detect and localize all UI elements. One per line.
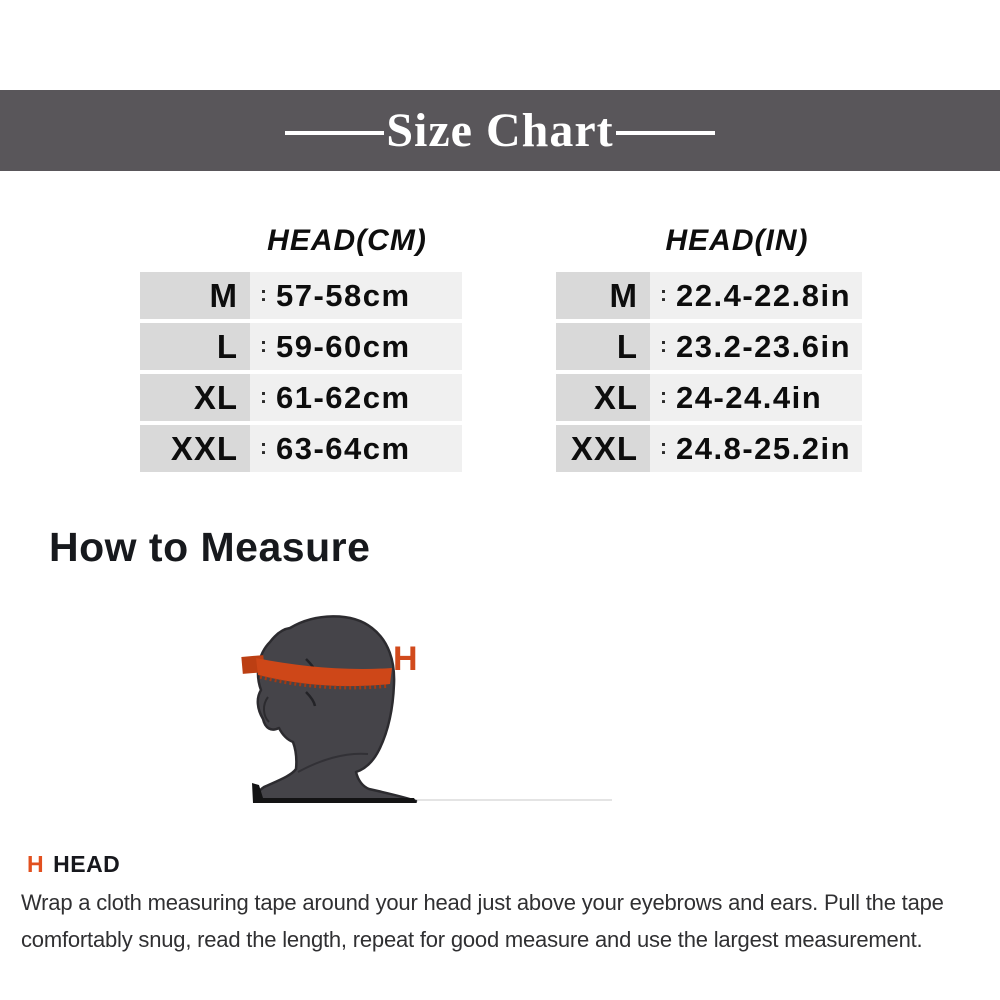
- colon: :: [660, 282, 667, 306]
- value-cell: : 59-60cm: [250, 323, 462, 370]
- page-title: Size Chart: [386, 103, 614, 157]
- head-legend: H HEAD: [27, 851, 120, 878]
- value-cell: : 57-58cm: [250, 272, 462, 319]
- size-value: 24.8-25.2in: [676, 430, 852, 466]
- instruction-line: comfortably snug, read the length, repea…: [21, 927, 923, 952]
- size-value: 24-24.4in: [676, 379, 823, 415]
- size-label-cell: M: [140, 272, 250, 319]
- ear-line: [263, 696, 270, 723]
- neck-crease-line: [297, 752, 369, 773]
- size-label-cell: L: [140, 323, 250, 370]
- colon: :: [660, 384, 667, 408]
- value-cell: : 24-24.4in: [650, 374, 862, 421]
- table-row: L : 59-60cm: [140, 323, 462, 370]
- hair-line: [305, 691, 317, 707]
- value-cell: : 22.4-22.8in: [650, 272, 862, 319]
- size-value: 59-60cm: [276, 328, 411, 364]
- size-value: 23.2-23.6in: [676, 328, 852, 364]
- legend-word-head: HEAD: [53, 851, 121, 877]
- colon: :: [260, 282, 267, 306]
- size-label-cell: XL: [556, 374, 650, 421]
- size-value: 63-64cm: [276, 430, 411, 466]
- value-cell: : 63-64cm: [250, 425, 462, 472]
- table-header-in: HEAD(IN): [665, 224, 809, 257]
- colon: :: [660, 333, 667, 357]
- size-table-in: M : 22.4-22.8in L : 23.2-23.6in XL : 24-…: [556, 272, 862, 472]
- legend-letter-h: H: [27, 851, 45, 877]
- banner: Size Chart: [0, 90, 1000, 171]
- colon: :: [260, 333, 267, 357]
- table-row: L : 23.2-23.6in: [556, 323, 862, 370]
- table-row: M : 22.4-22.8in: [556, 272, 862, 319]
- table-row: XXL : 24.8-25.2in: [556, 425, 862, 472]
- title-dash-left: [285, 130, 385, 135]
- value-cell: : 61-62cm: [250, 374, 462, 421]
- size-table-cm: M : 57-58cm L : 59-60cm XL : 61-62cm XXL…: [140, 272, 462, 472]
- size-label-cell: XXL: [556, 425, 650, 472]
- size-label-cell: XL: [140, 374, 250, 421]
- table-row: XXL : 63-64cm: [140, 425, 462, 472]
- shoulder-base-shadow: [252, 783, 417, 803]
- instruction-line: Wrap a cloth measuring tape around your …: [21, 890, 944, 915]
- table-header-cm: HEAD(CM): [267, 224, 427, 257]
- size-value: 22.4-22.8in: [676, 277, 852, 313]
- table-row: XL : 61-62cm: [140, 374, 462, 421]
- size-value: 61-62cm: [276, 379, 411, 415]
- size-label-cell: XXL: [140, 425, 250, 472]
- measuring-tape: [256, 658, 392, 687]
- table-row: M : 57-58cm: [140, 272, 462, 319]
- value-cell: : 23.2-23.6in: [650, 323, 862, 370]
- size-label-cell: L: [556, 323, 650, 370]
- instruction-paragraph: Wrap a cloth measuring tape around your …: [21, 884, 996, 958]
- size-label-cell: M: [556, 272, 650, 319]
- colon: :: [260, 435, 267, 459]
- colon: :: [660, 435, 667, 459]
- table-row: XL : 24-24.4in: [556, 374, 862, 421]
- head-silhouette: [255, 615, 418, 803]
- value-cell: : 24.8-25.2in: [650, 425, 862, 472]
- size-value: 57-58cm: [276, 277, 411, 313]
- colon: :: [260, 384, 267, 408]
- how-to-measure-heading: How to Measure: [49, 524, 371, 570]
- title-dash-right: [615, 130, 715, 135]
- tape-ticks: [259, 675, 390, 690]
- head-measure-illustration: H: [241, 615, 612, 803]
- tape-h-label: H: [393, 640, 418, 678]
